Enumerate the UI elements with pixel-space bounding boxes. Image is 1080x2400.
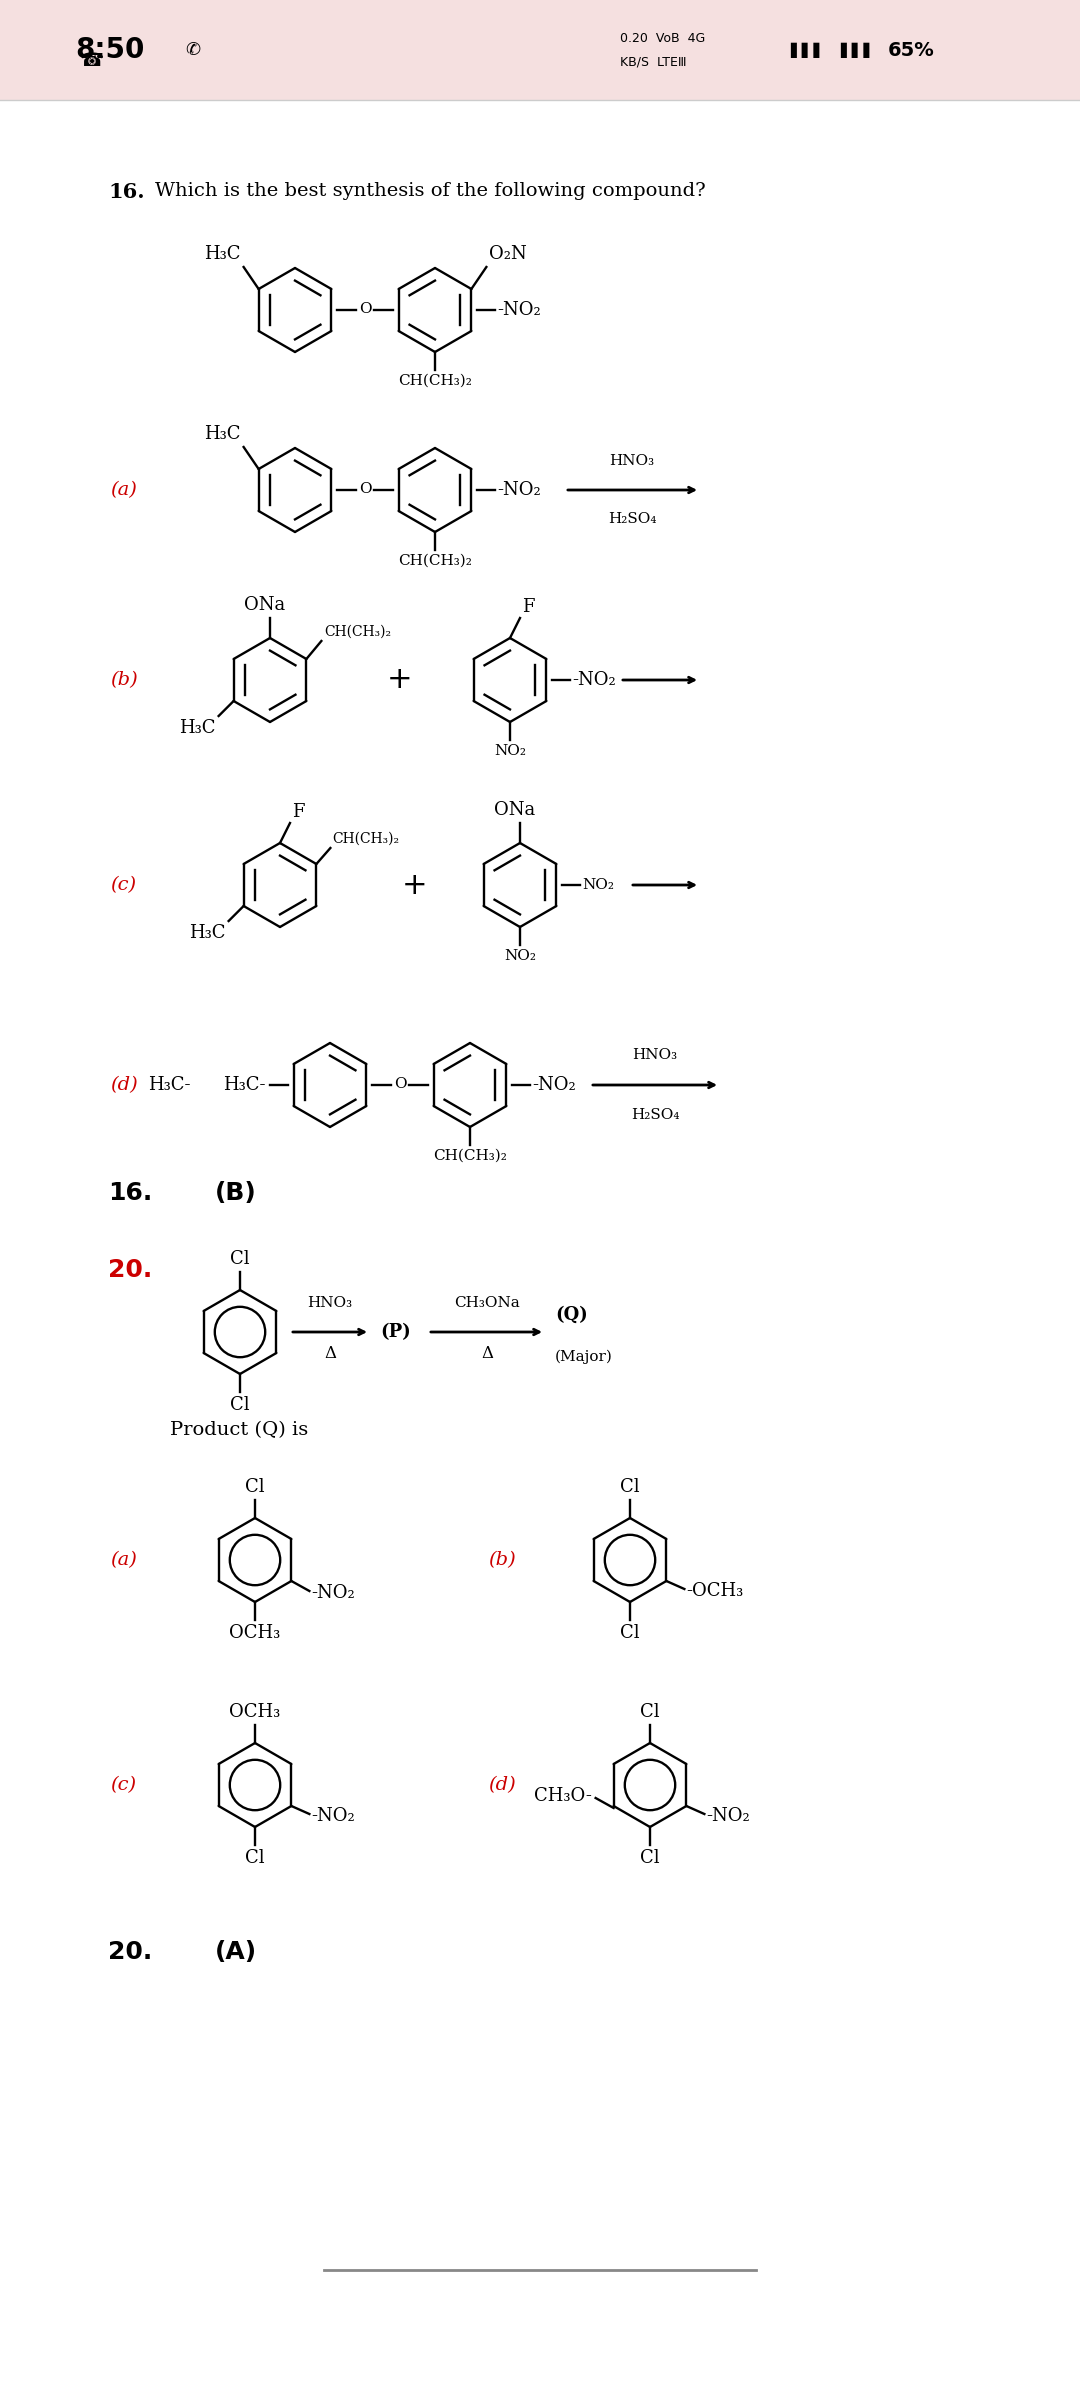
Text: 16.: 16.	[108, 1181, 152, 1205]
Text: Cl: Cl	[620, 1625, 639, 1642]
Text: CH(CH₃)₂: CH(CH₃)₂	[324, 624, 391, 638]
Text: -NO₂: -NO₂	[497, 480, 541, 499]
Text: H₂SO₄: H₂SO₄	[631, 1109, 679, 1121]
Text: ▌▌▌: ▌▌▌	[840, 43, 875, 58]
Text: 8:50: 8:50	[75, 36, 145, 65]
Text: (a): (a)	[110, 480, 137, 499]
Text: (Major): (Major)	[555, 1349, 612, 1363]
Text: Product (Q) is: Product (Q) is	[170, 1421, 308, 1440]
Text: (Q): (Q)	[555, 1306, 588, 1325]
Text: H₃C: H₃C	[179, 720, 216, 737]
Text: OCH₃: OCH₃	[229, 1704, 281, 1721]
Text: (d): (d)	[110, 1075, 138, 1094]
Text: (c): (c)	[110, 1776, 136, 1795]
Text: (A): (A)	[215, 1939, 257, 1963]
Text: (B): (B)	[215, 1181, 257, 1205]
Text: -NO₂: -NO₂	[497, 300, 541, 319]
Text: ONa: ONa	[244, 595, 285, 614]
Text: Which is the best synthesis of the following compound?: Which is the best synthesis of the follo…	[156, 182, 705, 199]
Text: CH(CH₃)₂: CH(CH₃)₂	[433, 1150, 507, 1164]
Text: KB/S  LTEⅢ: KB/S LTEⅢ	[620, 55, 687, 70]
Text: HNO₃: HNO₃	[609, 454, 654, 468]
Text: 0.20  VoB  4G: 0.20 VoB 4G	[620, 31, 705, 46]
Text: 65%: 65%	[888, 41, 935, 60]
Text: NO₂: NO₂	[494, 744, 526, 758]
Text: ONa: ONa	[495, 802, 536, 818]
Text: H₃C-: H₃C-	[224, 1075, 266, 1094]
Text: -NO₂: -NO₂	[311, 1584, 355, 1603]
Text: CH(CH₃)₂: CH(CH₃)₂	[399, 554, 472, 569]
Text: -NO₂: -NO₂	[706, 1807, 751, 1824]
Text: O: O	[359, 302, 372, 317]
Text: Δ: Δ	[481, 1344, 492, 1361]
Text: O: O	[394, 1078, 406, 1092]
Text: HNO₃: HNO₃	[633, 1049, 677, 1061]
Text: Cl: Cl	[230, 1397, 249, 1414]
Text: 20.: 20.	[108, 1939, 152, 1963]
Text: H₃C-: H₃C-	[148, 1075, 190, 1094]
Text: HNO₃: HNO₃	[308, 1296, 352, 1310]
Bar	[0, 0, 1080, 101]
Text: Cl: Cl	[245, 1478, 265, 1495]
Text: O: O	[359, 482, 372, 497]
Text: -NO₂: -NO₂	[572, 672, 616, 689]
Text: 20.: 20.	[108, 1258, 152, 1282]
Text: F: F	[522, 598, 535, 617]
Text: -OCH₃: -OCH₃	[687, 1582, 744, 1601]
Text: -NO₂: -NO₂	[311, 1807, 355, 1824]
Text: CH(CH₃)₂: CH(CH₃)₂	[333, 833, 400, 845]
Text: (b): (b)	[110, 672, 138, 689]
Text: H₂SO₄: H₂SO₄	[608, 511, 657, 526]
Text: (d): (d)	[488, 1776, 516, 1795]
Text: Cl: Cl	[640, 1704, 660, 1721]
Text: Cl: Cl	[620, 1478, 639, 1495]
Text: (a): (a)	[110, 1550, 137, 1570]
Text: (P): (P)	[380, 1322, 410, 1342]
Text: ▌▌▌: ▌▌▌	[789, 43, 825, 58]
Text: H₃C: H₃C	[204, 245, 241, 264]
Text: CH₃O-: CH₃O-	[534, 1788, 592, 1805]
Text: (b): (b)	[488, 1550, 516, 1570]
Text: CH(CH₃)₂: CH(CH₃)₂	[399, 374, 472, 389]
Text: CH₃ONa: CH₃ONa	[454, 1296, 519, 1310]
Text: Cl: Cl	[245, 1848, 265, 1867]
Text: Δ: Δ	[324, 1344, 336, 1361]
Text: F: F	[292, 804, 305, 821]
Text: H₃C: H₃C	[204, 425, 241, 444]
Text: ✆: ✆	[185, 41, 200, 60]
Text: Cl: Cl	[640, 1848, 660, 1867]
Text: (c): (c)	[110, 876, 136, 893]
Text: 16.: 16.	[108, 182, 145, 202]
Text: NO₂: NO₂	[504, 948, 536, 962]
Text: -NO₂: -NO₂	[532, 1075, 576, 1094]
Text: O₂N: O₂N	[489, 245, 527, 264]
Text: H₃C: H₃C	[189, 924, 226, 941]
Text: NO₂: NO₂	[582, 878, 615, 893]
Text: ☎: ☎	[80, 50, 105, 70]
Text: Cl: Cl	[230, 1250, 249, 1267]
Text: +: +	[402, 871, 428, 900]
Text: OCH₃: OCH₃	[229, 1625, 281, 1642]
Text: +: +	[388, 665, 413, 694]
